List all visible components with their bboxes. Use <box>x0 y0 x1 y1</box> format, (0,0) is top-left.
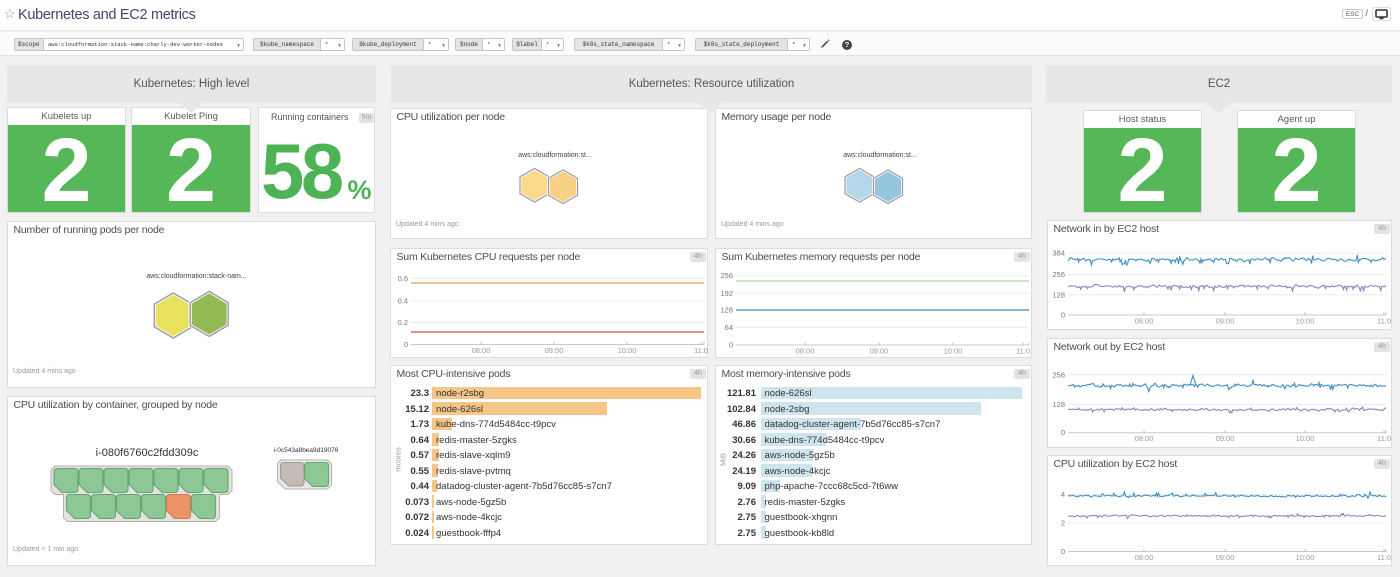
svg-text:11:0: 11:0 <box>694 346 708 355</box>
svg-text:08:00: 08:00 <box>796 347 815 356</box>
svg-text:128: 128 <box>1052 400 1065 409</box>
svg-text:11:0: 11:0 <box>1377 553 1391 562</box>
svg-text:192: 192 <box>720 289 733 298</box>
svg-text:0: 0 <box>1061 428 1065 437</box>
svg-text:08:00: 08:00 <box>1135 434 1154 443</box>
svg-text:256: 256 <box>1052 270 1065 279</box>
svg-text:0: 0 <box>729 341 733 350</box>
svg-text:10:00: 10:00 <box>1296 434 1315 443</box>
svg-text:08:00: 08:00 <box>1135 317 1154 326</box>
svg-text:0: 0 <box>404 340 408 349</box>
svg-text:09:00: 09:00 <box>1216 553 1235 562</box>
svg-text:0: 0 <box>1061 547 1065 556</box>
svg-text:08:00: 08:00 <box>1135 553 1154 562</box>
svg-text:10:00: 10:00 <box>1296 553 1315 562</box>
svg-text:384: 384 <box>1052 249 1065 258</box>
svg-text:64: 64 <box>725 323 733 332</box>
svg-text:128: 128 <box>720 306 733 315</box>
svg-text:0.4: 0.4 <box>398 297 408 306</box>
svg-text:256: 256 <box>1052 370 1065 379</box>
svg-text:10:00: 10:00 <box>944 347 963 356</box>
svg-text:256: 256 <box>720 271 733 280</box>
svg-text:0.2: 0.2 <box>398 318 408 327</box>
svg-text:11:0: 11:0 <box>1377 317 1391 326</box>
svg-text:09:00: 09:00 <box>1216 434 1235 443</box>
svg-text:09:00: 09:00 <box>545 346 564 355</box>
svg-text:0.6: 0.6 <box>398 274 408 283</box>
svg-text:0: 0 <box>1061 311 1065 320</box>
svg-text:4: 4 <box>1061 490 1065 499</box>
svg-text:09:00: 09:00 <box>870 347 889 356</box>
svg-text:2: 2 <box>1061 519 1065 528</box>
svg-text:10:00: 10:00 <box>1296 317 1315 326</box>
svg-text:11:0: 11:0 <box>1016 347 1030 356</box>
svg-text:128: 128 <box>1052 290 1065 299</box>
svg-text:10:00: 10:00 <box>618 346 637 355</box>
svg-text:09:00: 09:00 <box>1216 317 1235 326</box>
svg-text:08:00: 08:00 <box>472 346 491 355</box>
svg-text:11:0: 11:0 <box>1377 434 1391 443</box>
